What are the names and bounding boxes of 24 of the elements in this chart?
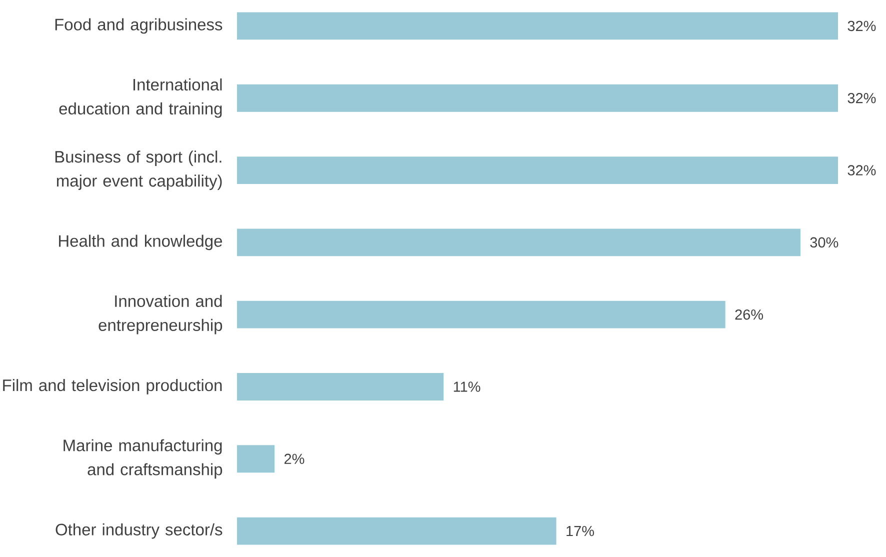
y-tick-label: Other industry sector/s [56, 523, 222, 539]
bar [237, 228, 800, 256]
y-tick-label: International education and training [59, 78, 222, 118]
bar [237, 373, 444, 400]
data-label: 26% [735, 309, 764, 320]
y-tick-label: Film and television production [3, 379, 222, 394]
data-label: 32% [848, 20, 876, 32]
bar [237, 517, 556, 545]
data-label: 32% [848, 92, 876, 104]
data-label: 2% [284, 454, 304, 464]
y-tick-label: Marine manufacturing and craftsmanship [64, 439, 222, 479]
data-label: 32% [848, 165, 876, 176]
bar [237, 12, 838, 40]
data-label: 11% [454, 382, 480, 392]
data-label: 30% [810, 237, 838, 248]
y-tick-label: Food and agribusiness [55, 18, 222, 34]
y-tick-label: Business of sport (incl. major event capability) [55, 150, 222, 190]
bar [237, 445, 275, 473]
bar [237, 300, 726, 328]
y-tick-label: Innovation and entrepreneurship [98, 294, 222, 334]
bar [237, 84, 838, 112]
data-label: 17% [566, 526, 594, 536]
y-tick-label: Health and knowledge [59, 234, 222, 250]
bar [237, 156, 838, 184]
